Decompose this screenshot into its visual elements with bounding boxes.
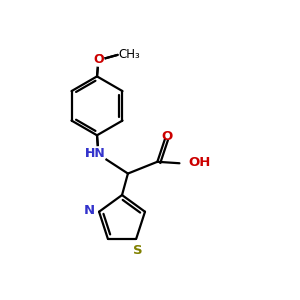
Text: HN: HN	[85, 147, 106, 160]
Text: HN: HN	[85, 147, 106, 160]
Text: O: O	[161, 130, 173, 143]
Text: CH₃: CH₃	[118, 48, 140, 61]
Text: O: O	[93, 53, 104, 66]
Text: N: N	[83, 204, 94, 217]
Text: S: S	[133, 244, 142, 257]
Text: O: O	[93, 53, 104, 66]
Text: OH: OH	[188, 156, 211, 169]
